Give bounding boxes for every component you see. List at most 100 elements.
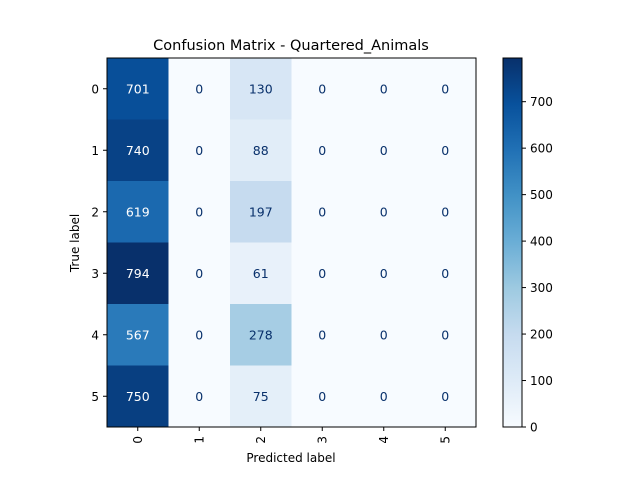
cell-labels: 701 0 130 0 0 0 740 0 88 0 0 0 619 0 197 0 0 0 794 0 61 0 0 0 56… — [126, 81, 449, 404]
heatmap-cell — [414, 365, 477, 428]
cell-value-label: 619 — [126, 204, 150, 219]
heatmap-cells — [107, 58, 477, 428]
heatmap-cell — [353, 181, 415, 243]
cell-value-label: 0 — [380, 266, 388, 281]
heatmap-cell — [291, 304, 354, 366]
colorbar-tick-label: 500 — [530, 188, 553, 202]
cell-value-label: 0 — [441, 143, 449, 158]
heatmap-cell — [107, 58, 169, 120]
cell-value-label: 740 — [126, 143, 150, 158]
cell-value-label: 0 — [441, 266, 449, 281]
heatmap-cell — [230, 365, 292, 428]
heatmap-cell — [230, 181, 292, 243]
cell-value-label: 0 — [380, 143, 388, 158]
heatmap-cell — [353, 242, 415, 305]
colorbar-tick-label: 600 — [530, 142, 553, 156]
x-axis-ticks: 0 1 2 3 4 5 — [131, 427, 452, 444]
cell-value-label: 130 — [249, 81, 273, 96]
y-tick-label: 4 — [91, 328, 99, 342]
cell-value-label: 88 — [253, 143, 269, 158]
colorbar-tick-label: 700 — [530, 95, 553, 109]
cell-value-label: 0 — [195, 81, 203, 96]
heatmap-cell — [353, 58, 415, 120]
heatmap-cell — [107, 242, 169, 305]
cell-value-label: 0 — [441, 204, 449, 219]
heatmap-cell — [168, 242, 231, 305]
colorbar-tick-label: 100 — [530, 374, 553, 388]
x-tick-label: 4 — [377, 436, 391, 444]
heatmap-cell — [353, 365, 415, 428]
heatmap-cell — [291, 119, 354, 182]
cell-value-label: 701 — [126, 81, 150, 96]
x-tick-label: 3 — [315, 436, 329, 444]
colorbar-tick-label: 200 — [530, 328, 553, 342]
x-tick-label: 5 — [438, 436, 452, 444]
cell-value-label: 61 — [253, 266, 269, 281]
heatmap-cell — [414, 58, 477, 120]
cell-value-label: 0 — [380, 81, 388, 96]
heatmap-cell — [353, 119, 415, 182]
colorbar — [502, 57, 523, 428]
y-axis-label: True label — [68, 214, 82, 273]
y-tick-label: 2 — [91, 205, 99, 219]
cell-value-label: 0 — [195, 266, 203, 281]
heatmap-cell — [414, 242, 477, 305]
x-tick-label: 2 — [254, 436, 268, 444]
heatmap-cell — [168, 304, 231, 366]
heatmap-cell — [168, 181, 231, 243]
x-tick-label: 1 — [192, 436, 206, 444]
cell-value-label: 0 — [441, 327, 449, 342]
colorbar-ticks: 0 100 200 300 400 500 600 700 — [522, 95, 553, 435]
heatmap-cell — [291, 58, 354, 120]
heatmap-cell — [230, 242, 292, 305]
cell-value-label: 0 — [195, 389, 203, 404]
cell-value-label: 0 — [318, 143, 326, 158]
heatmap-cell — [168, 365, 231, 428]
cell-value-label: 0 — [195, 143, 203, 158]
heatmap-cell — [414, 119, 477, 182]
heatmap-cell — [107, 304, 169, 366]
cell-value-label: 0 — [441, 81, 449, 96]
x-tick-label: 0 — [131, 436, 145, 444]
cell-value-label: 197 — [249, 204, 273, 219]
cell-value-label: 278 — [249, 327, 273, 342]
cell-value-label: 0 — [195, 204, 203, 219]
cell-value-label: 0 — [318, 389, 326, 404]
cell-value-label: 0 — [441, 389, 449, 404]
cell-value-label: 794 — [126, 266, 150, 281]
colorbar-tick-label: 300 — [530, 281, 553, 295]
plot-frame — [106, 57, 477, 428]
colorbar-tick-label: 0 — [530, 421, 538, 435]
y-tick-label: 5 — [91, 390, 99, 404]
y-tick-label: 0 — [91, 82, 99, 96]
y-axis-ticks: 0 1 2 3 4 5 — [91, 82, 107, 404]
cell-value-label: 750 — [126, 389, 150, 404]
heatmap-cell — [291, 242, 354, 305]
heatmap-cell — [107, 181, 169, 243]
heatmap-cell — [414, 304, 477, 366]
cell-value-label: 567 — [126, 327, 150, 342]
heatmap-cell — [230, 58, 292, 120]
heatmap-cell — [291, 181, 354, 243]
cell-value-label: 75 — [253, 389, 269, 404]
cell-value-label: 0 — [380, 389, 388, 404]
cell-value-label: 0 — [318, 204, 326, 219]
x-axis-label: Predicted label — [246, 451, 335, 465]
heatmap-cell — [168, 58, 231, 120]
heatmap-cell — [168, 119, 231, 182]
chart-title: Confusion Matrix - Quartered_Animals — [153, 38, 429, 54]
colorbar-tick-label: 400 — [530, 235, 553, 249]
cell-value-label: 0 — [318, 81, 326, 96]
y-tick-label: 3 — [91, 267, 99, 281]
heatmap-cell — [107, 365, 169, 428]
heatmap-cell — [414, 181, 477, 243]
heatmap-cell — [353, 304, 415, 366]
cell-value-label: 0 — [318, 327, 326, 342]
y-tick-label: 1 — [91, 144, 99, 158]
cell-value-label: 0 — [195, 327, 203, 342]
heatmap-cell — [291, 365, 354, 428]
heatmap-cell — [230, 119, 292, 182]
heatmap-cell — [107, 119, 169, 182]
cell-value-label: 0 — [380, 327, 388, 342]
